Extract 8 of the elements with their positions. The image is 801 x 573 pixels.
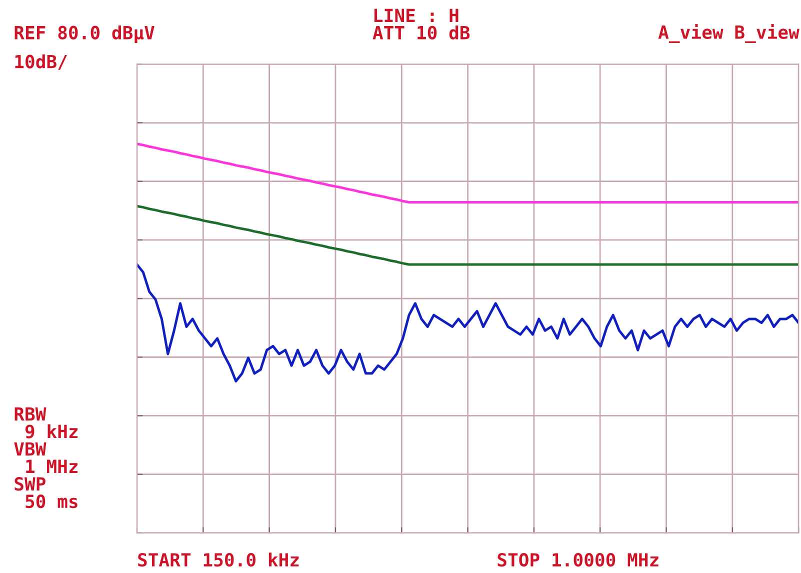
text: 10dB/ (15, 54, 67, 70)
text: A_view B_view (658, 24, 800, 43)
text: START 150.0 kHz (138, 552, 299, 567)
text: STOP 1.0000 MHz (498, 552, 658, 567)
text: RBW 9 kHz VBW 1 MHz SWP 50 ms (14, 407, 78, 508)
text: ATT 10 dB (372, 26, 470, 40)
text: LINE : H (374, 8, 458, 22)
text: REF 80.0 dBµV (14, 25, 154, 43)
